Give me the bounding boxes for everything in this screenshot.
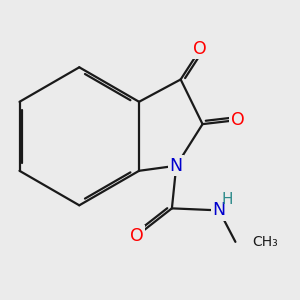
Text: O: O — [194, 40, 207, 58]
Text: H: H — [222, 192, 233, 207]
Text: O: O — [231, 111, 244, 129]
Text: N: N — [170, 157, 183, 175]
Text: O: O — [130, 227, 144, 245]
Text: N: N — [212, 201, 226, 219]
Text: CH₃: CH₃ — [252, 235, 278, 249]
